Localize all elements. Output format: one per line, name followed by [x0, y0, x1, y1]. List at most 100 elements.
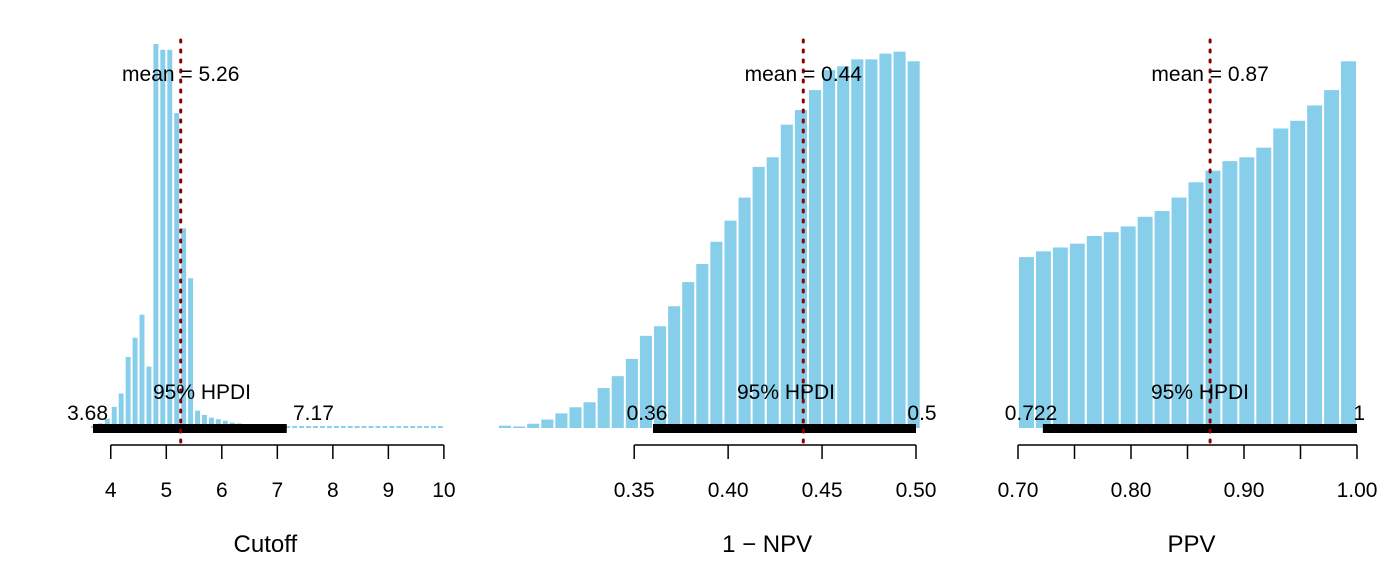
histogram-bar — [1019, 257, 1034, 428]
histogram-bar — [1188, 182, 1204, 428]
histogram-bar — [104, 418, 110, 428]
histogram-bar — [1171, 197, 1187, 428]
histogram-bar — [738, 197, 751, 428]
mean-label: mean = 0.44 — [745, 63, 863, 86]
histogram-bar — [555, 413, 568, 428]
histogram-bar — [653, 326, 667, 428]
hpdi-high-label: 0.5 — [907, 402, 936, 425]
histogram-bar — [319, 426, 325, 428]
x-tick-label: 0.90 — [1224, 479, 1265, 502]
histogram-bar — [865, 59, 878, 429]
histogram-bar — [389, 426, 395, 428]
hpdi-interval-bar — [1042, 424, 1357, 433]
marks-group — [652, 38, 916, 446]
panel-cutoff: 4 5 6 7 8 9 10 Cutoff mean = 5.26 95% HPDI 3.6… — [67, 38, 456, 558]
histogram-bar — [499, 425, 512, 428]
x-tick-label: 5 — [160, 479, 172, 502]
histogram-bar — [569, 407, 582, 428]
x-tick-label: 0.40 — [708, 479, 749, 502]
histogram-bar — [583, 402, 596, 428]
histogram-bar — [710, 241, 723, 428]
histogram-bar — [1205, 170, 1221, 428]
x-tick-label: 1.00 — [1337, 479, 1378, 502]
histogram-bar — [208, 417, 214, 428]
histogram-bar — [1120, 226, 1136, 428]
panel-one-minus-npv: 0.35 0.40 0.45 0.50 1 − NPV mean = 0.44 95%… — [499, 38, 937, 558]
histogram-bar — [1069, 243, 1085, 428]
bars-group — [90, 44, 443, 429]
x-axis-title: 1 − NPV — [722, 531, 812, 558]
histogram-bar — [527, 423, 540, 428]
histogram-bar — [1324, 90, 1340, 428]
hpdi-interval-bar — [652, 424, 916, 433]
histogram-bar — [1222, 161, 1238, 428]
histogram-bar — [215, 419, 221, 428]
histogram-bar — [167, 49, 173, 428]
histogram-bar — [326, 426, 332, 428]
histogram-bar — [724, 220, 737, 428]
histogram-bar — [780, 124, 793, 428]
histogram-bar — [160, 49, 166, 428]
histogram-bar — [682, 282, 695, 428]
histogram-bar — [299, 426, 305, 428]
histogram-bar — [347, 426, 353, 428]
hpdi-label: 95% HPDI — [737, 381, 835, 404]
histogram-bar — [437, 426, 443, 428]
histogram-bar — [396, 426, 402, 428]
histogram-bar — [879, 53, 892, 428]
histogram-bar — [808, 90, 822, 428]
histogram-bar — [625, 358, 638, 428]
x-tick-label: 9 — [383, 479, 395, 502]
histogram-bar — [1137, 216, 1153, 428]
histogram-bar — [285, 426, 291, 428]
histogram-bar — [132, 337, 138, 428]
histogram-bar — [403, 426, 409, 428]
histogram-bar — [368, 426, 374, 428]
histogram-bar — [333, 426, 339, 428]
histogram-bar — [752, 166, 765, 428]
hpdi-low-label: 0.722 — [1005, 402, 1058, 425]
histogram-bar — [174, 113, 180, 429]
histogram-bar — [541, 419, 554, 428]
hpdi-label: 95% HPDI — [153, 381, 251, 404]
histogram-bar — [1256, 147, 1272, 428]
histogram-bar — [354, 426, 360, 428]
histogram-bar — [1290, 120, 1306, 429]
histogram-bar — [313, 426, 318, 428]
hpdi-low-label: 3.68 — [67, 402, 108, 425]
hpdi-low-label: 0.36 — [627, 402, 668, 425]
histogram-bar — [893, 51, 906, 429]
x-axis-title: PPV — [1167, 531, 1215, 558]
marks-group — [1042, 38, 1357, 446]
histogram-bar — [513, 426, 526, 428]
histogram-bar — [195, 410, 200, 428]
histogram-bar — [639, 335, 652, 428]
x-tick-label: 8 — [327, 479, 339, 502]
histogram-bar — [375, 426, 381, 428]
histogram-bar — [125, 356, 131, 428]
histogram-bar — [766, 157, 779, 428]
hpdi-high-label: 1 — [1353, 402, 1365, 425]
histogram-bar — [907, 61, 920, 428]
histogram-bar — [361, 426, 367, 428]
x-tick-label: 7 — [271, 479, 283, 502]
histogram-bar — [431, 426, 436, 428]
histogram-bar — [181, 228, 187, 428]
histogram-bar — [611, 376, 624, 428]
histogram-bar — [340, 426, 346, 428]
histogram-bar — [1086, 236, 1102, 428]
x-tick-label: 0.45 — [802, 479, 843, 502]
histogram-bar — [188, 278, 194, 428]
x-tick-label: 6 — [216, 479, 228, 502]
x-tick-label: 0.50 — [896, 479, 937, 502]
histogram-bar — [851, 59, 864, 429]
histogram-bar — [382, 426, 388, 428]
histogram-bar — [696, 264, 709, 428]
histogram-bar — [201, 414, 207, 428]
histogram-bar — [1052, 247, 1068, 428]
mean-label: mean = 0.87 — [1151, 63, 1268, 86]
histogram-bar — [1035, 251, 1051, 428]
x-tick-label: 0.35 — [614, 479, 655, 502]
histogram-bar — [306, 426, 312, 428]
